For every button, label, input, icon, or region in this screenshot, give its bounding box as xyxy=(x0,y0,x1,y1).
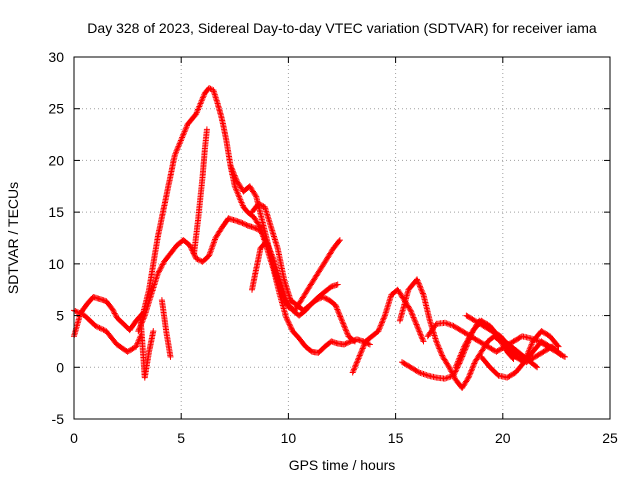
series-s8 xyxy=(137,314,157,381)
series-markers xyxy=(71,307,144,355)
series-s17 xyxy=(463,312,564,366)
x-tick-label: 15 xyxy=(388,430,404,446)
series-s10 xyxy=(249,240,268,293)
series-markers xyxy=(158,297,174,360)
series-s9 xyxy=(158,297,174,360)
y-tick-label: 5 xyxy=(56,308,64,324)
y-tick-label: 30 xyxy=(48,49,64,65)
series-s11 xyxy=(349,286,427,376)
x-tick-label: 0 xyxy=(70,430,78,446)
series-markers xyxy=(135,215,341,335)
series-markers xyxy=(249,200,358,345)
y-axis-title: SDTVAR / TECUs xyxy=(5,182,21,294)
series-markers xyxy=(191,126,210,257)
series-s7 xyxy=(191,126,210,257)
x-tick-label: 10 xyxy=(281,430,297,446)
x-axis-title: GPS time / hours xyxy=(289,457,396,473)
y-tick-label: 15 xyxy=(48,204,64,220)
series-s5 xyxy=(249,200,358,345)
series-markers xyxy=(137,314,157,381)
plot-frame xyxy=(73,56,611,420)
tick-layer: 0 5 10 15 20 25 -5 0 5 10 15 20 25 30 xyxy=(48,49,618,446)
series-s3 xyxy=(135,215,341,335)
x-tick-label: 5 xyxy=(177,430,185,446)
series-s6 xyxy=(71,307,144,355)
y-tick-label: -5 xyxy=(52,411,65,427)
series-markers xyxy=(249,240,268,293)
y-tick-label: 25 xyxy=(48,101,64,117)
y-tick-label: 0 xyxy=(56,359,64,375)
y-tick-label: 10 xyxy=(48,256,64,272)
chart-title: Day 328 of 2023, Sidereal Day-to-day VTE… xyxy=(87,20,597,36)
grid-layer xyxy=(74,57,610,419)
y-tick-label: 20 xyxy=(48,152,64,168)
x-tick-label: 25 xyxy=(602,430,618,446)
series-markers xyxy=(349,286,427,376)
series-markers xyxy=(463,312,564,366)
x-tick-label: 20 xyxy=(495,430,511,446)
data-layer xyxy=(71,85,568,391)
